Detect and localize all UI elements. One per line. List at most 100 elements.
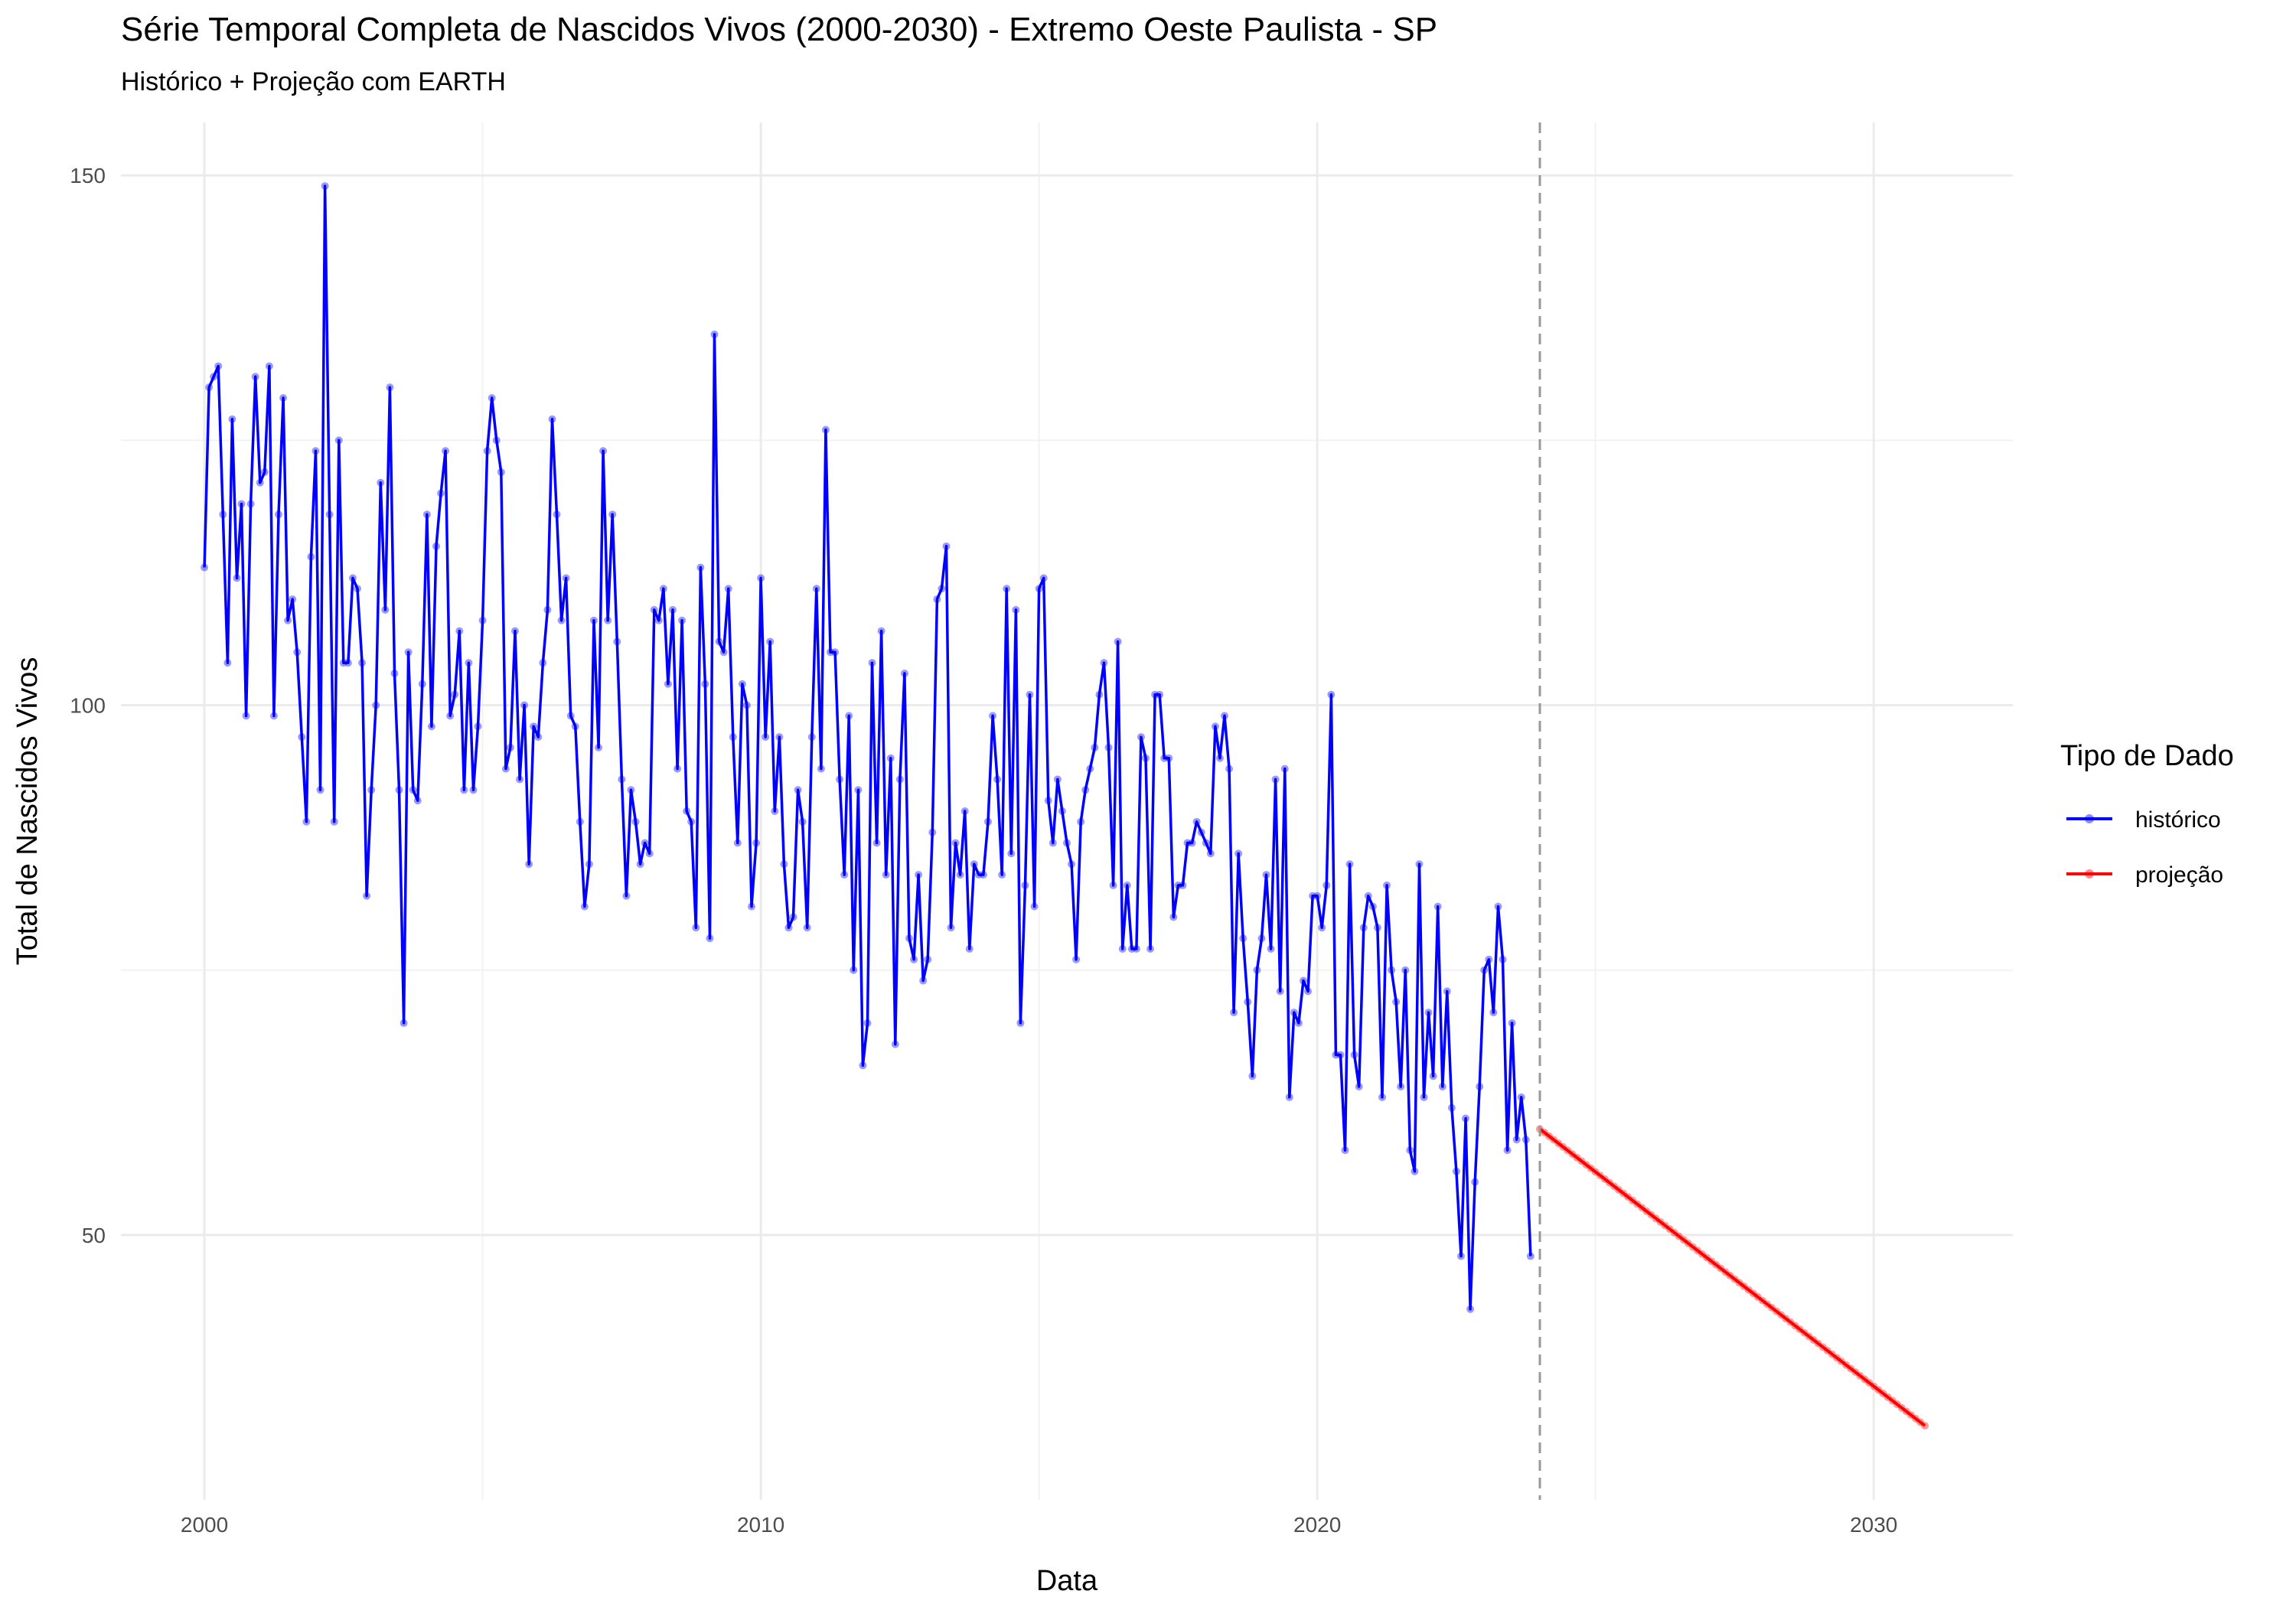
projecao-point (1605, 1178, 1613, 1187)
historico-point (1146, 945, 1155, 953)
historico-point (1253, 966, 1261, 974)
historico-point (965, 945, 974, 953)
historico-point (1313, 892, 1322, 900)
projecao-point (1902, 1407, 1910, 1416)
historico-point (1457, 1252, 1465, 1260)
y-tick-label: 50 (82, 1224, 106, 1247)
historico-point (613, 637, 621, 646)
historico-point (1127, 945, 1136, 953)
projecao-point (1870, 1382, 1878, 1390)
projecao-point (1805, 1332, 1813, 1341)
projecao-point (1721, 1268, 1730, 1276)
historico-point (1230, 1009, 1238, 1017)
historico-point (627, 786, 635, 794)
historico-point (1215, 754, 1224, 762)
historico-point (284, 616, 292, 624)
projecao-point (1712, 1260, 1720, 1269)
historico-point (850, 966, 858, 974)
historico-point (803, 924, 811, 932)
projecao-point (1842, 1361, 1851, 1369)
historico-point (872, 839, 881, 847)
historico-point (979, 871, 987, 879)
historico-point (1345, 860, 1354, 869)
historico-point (1368, 902, 1377, 911)
historico-point (279, 394, 288, 402)
projecao-point (1749, 1289, 1757, 1298)
historico-point (381, 605, 390, 614)
historico-point (543, 605, 552, 614)
historico-point (669, 605, 677, 614)
historico-point (1100, 659, 1108, 667)
historico-point (928, 828, 937, 836)
historico-point (1225, 764, 1234, 773)
historico-point (409, 786, 417, 794)
historico-point (330, 817, 338, 826)
historico-point (418, 680, 426, 688)
historico-point (1192, 817, 1201, 826)
chart-title: Série Temporal Completa de Nascidos Vivo… (121, 11, 1438, 48)
historico-point (1309, 892, 1317, 900)
historico-point (645, 849, 654, 858)
historico-point (789, 913, 797, 921)
historico-point (905, 934, 913, 943)
historico-point (1257, 934, 1266, 943)
historico-point (780, 860, 788, 869)
historico-point (478, 616, 487, 624)
historico-point (400, 1019, 408, 1027)
projecao-point (1665, 1225, 1674, 1234)
historico-point (752, 839, 761, 847)
historico-point (501, 764, 510, 773)
historico-point (1526, 1252, 1534, 1260)
historico-point (492, 436, 501, 445)
projecao-point (1912, 1414, 1920, 1423)
projecao-point (1753, 1292, 1762, 1301)
historico-point (1383, 881, 1391, 889)
historico-point (520, 701, 529, 709)
historico-point (275, 510, 282, 519)
historico-point (595, 743, 603, 751)
historico-point (1142, 754, 1150, 762)
historico-point (1109, 881, 1117, 889)
historico-point (1174, 881, 1182, 889)
historico-point (1221, 712, 1228, 720)
historico-point (1503, 1146, 1512, 1155)
historico-point (1234, 849, 1243, 858)
historico-point (882, 871, 890, 879)
historico-point (831, 648, 840, 657)
historico-point (1452, 1167, 1460, 1175)
historico-point (622, 892, 631, 900)
projecao-point (1656, 1217, 1665, 1226)
historico-point (1244, 998, 1252, 1006)
projecao-point (1591, 1168, 1600, 1176)
historico-point (460, 786, 468, 794)
historico-point (742, 701, 751, 709)
projecao-point (1874, 1386, 1883, 1394)
x-axis-title: Data (1036, 1565, 1098, 1597)
historico-point (1007, 849, 1016, 858)
historico-point (1160, 754, 1169, 762)
historico-point (956, 871, 964, 879)
historico-point (738, 680, 746, 688)
historico-point (900, 670, 908, 677)
chart-subtitle: Histórico + Projeção com EARTH (121, 67, 506, 96)
historico-point (580, 902, 589, 911)
historico-point (1397, 1083, 1405, 1090)
projecao-point (1838, 1357, 1846, 1365)
historico-point (1118, 945, 1127, 953)
projecao-point (1661, 1221, 1669, 1230)
historico-point (576, 817, 584, 826)
projecao-point (1744, 1286, 1753, 1294)
historico-point (497, 468, 505, 476)
historico-point (960, 807, 969, 815)
historico-point (1156, 690, 1164, 699)
grid (121, 122, 2013, 1500)
historico-point (845, 712, 853, 720)
legend-label-projecao: projeção (2135, 862, 2223, 888)
historico-point (1355, 1083, 1363, 1090)
projecao-point (1707, 1257, 1716, 1266)
historico-point (1123, 881, 1131, 889)
historico-point (566, 712, 575, 720)
historico-point (260, 468, 269, 476)
historico-point (1424, 1009, 1433, 1017)
